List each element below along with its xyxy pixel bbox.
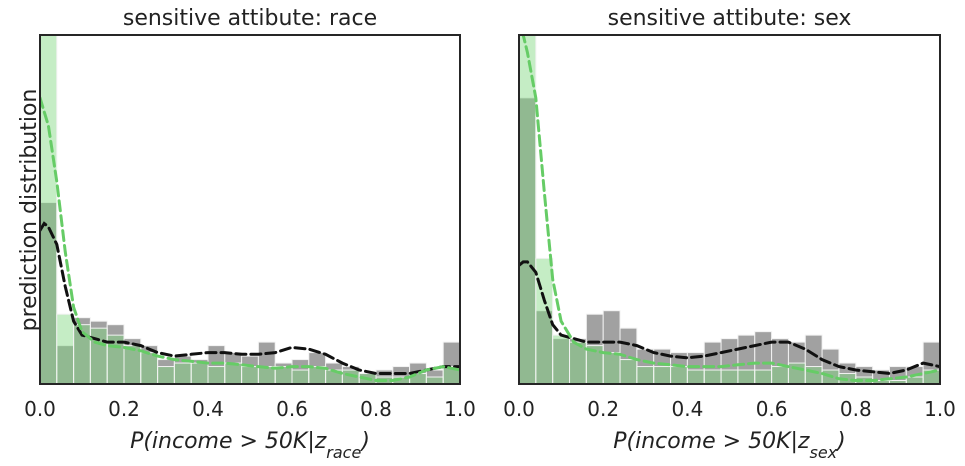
y-axis-label: prediction distribution — [17, 89, 42, 332]
hist-bar-series-1 — [703, 369, 722, 384]
hist-bar-series-1 — [535, 257, 554, 384]
hist-bar-series-1 — [670, 366, 688, 384]
x-tick-label: 0.4 — [192, 397, 224, 421]
hist-bar-series-1 — [787, 362, 806, 384]
plot-area — [40, 35, 460, 384]
kde-line-series-1 — [521, 35, 940, 382]
hist-bar-series-1 — [737, 369, 756, 384]
kde-line-series-0 — [519, 260, 940, 376]
hist-bar-series-1 — [602, 352, 621, 384]
hist-bar-series-1 — [56, 313, 75, 384]
x-tick-label: 0.2 — [587, 397, 619, 421]
x-tick-label: 1.0 — [924, 397, 956, 421]
x-tick-label: 0.6 — [756, 397, 788, 421]
panel-sex: sensitive attibute: sex 0.0 0.2 0.4 0.6 0.8 1.… — [503, 6, 956, 462]
chart-title: sensitive attibute: sex — [608, 6, 852, 31]
hist-bar-series-1 — [190, 362, 209, 384]
axes-frame — [518, 34, 941, 385]
hist-bar-series-1 — [241, 366, 259, 384]
x-tick-label: 0.0 — [503, 397, 535, 421]
hist-bar-series-1 — [291, 369, 310, 384]
hist-bar-series-1 — [771, 366, 789, 384]
hist-bar-series-1 — [224, 362, 243, 384]
hist-bar-series-1 — [173, 362, 192, 384]
x-axis-label: P(income > 50K|zrace) — [130, 429, 370, 462]
hist-bar-series-1 — [653, 366, 672, 384]
hist-bar-series-1 — [140, 352, 159, 384]
kde-line-series-0 — [40, 221, 460, 375]
hist-bar-series-1 — [207, 366, 226, 384]
hist-bar-series-1 — [89, 327, 108, 384]
hist-bar-series-1 — [40, 35, 58, 384]
hist-bar-series-1 — [519, 35, 537, 384]
axes-frame — [39, 34, 461, 385]
hist-bar-series-1 — [425, 376, 444, 384]
x-tick-label: 0.8 — [840, 397, 872, 421]
x-tick-label: 1.0 — [444, 397, 476, 421]
chart-title: sensitive attibute: race — [123, 6, 377, 31]
panel-race: sensitive attibute: race 0.0 0.2 0.4 0.6 0.8 1… — [24, 6, 476, 462]
hist-bar-series-1 — [720, 369, 739, 384]
hist-bar-series-1 — [754, 369, 773, 384]
plot-area — [519, 35, 940, 384]
x-tick-label: 0.4 — [671, 397, 703, 421]
hist-bar-series-1 — [552, 334, 571, 384]
x-tick-label: 0.6 — [276, 397, 308, 421]
hist-bar-series-1 — [636, 366, 655, 384]
kde-line-series-1 — [40, 96, 460, 382]
hist-bar-series-1 — [569, 341, 587, 384]
hist-bar-series-1 — [686, 369, 705, 384]
hist-bar-series-1 — [157, 366, 175, 384]
x-tick-label: 0.2 — [108, 397, 140, 421]
hist-bar-series-1 — [619, 359, 638, 384]
x-axis-label: P(income > 50K|zsex) — [613, 429, 845, 462]
hist-bar-series-1 — [905, 376, 924, 384]
x-tick-label: 0.8 — [360, 397, 392, 421]
x-tick-label: 0.0 — [24, 397, 56, 421]
